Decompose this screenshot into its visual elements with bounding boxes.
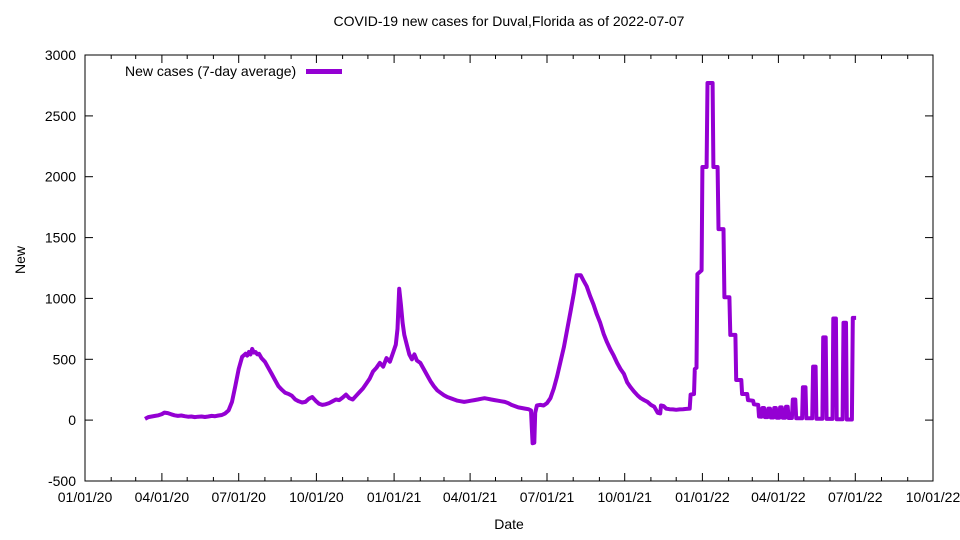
x-tick-label: 07/01/21	[520, 489, 575, 505]
y-tick-label: -500	[48, 473, 76, 489]
x-tick-label: 10/01/21	[597, 489, 652, 505]
y-tick-label: 500	[53, 351, 77, 367]
y-tick-label: 3000	[45, 47, 76, 63]
x-tick-label: 04/01/22	[751, 489, 806, 505]
x-tick-label: 07/01/22	[828, 489, 883, 505]
chart-title: COVID-19 new cases for Duval,Florida as …	[333, 13, 685, 29]
x-tick-label: 10/01/20	[289, 489, 344, 505]
legend: New cases (7-day average)	[125, 63, 343, 79]
x-tick-label: 01/01/21	[367, 489, 422, 505]
x-tick-label: 04/01/21	[443, 489, 498, 505]
y-tick-label: 2500	[45, 108, 76, 124]
series-line-new-cases	[144, 81, 857, 446]
y-tick-label: 0	[68, 412, 76, 428]
x-axis-ticks	[84, 55, 934, 481]
x-tick-label: 10/01/22	[906, 489, 960, 505]
x-tick-label: 01/01/22	[675, 489, 730, 505]
x-tick-label: 07/01/20	[211, 489, 266, 505]
y-axis-label: New	[12, 246, 28, 275]
x-tick-label: 01/01/20	[58, 489, 113, 505]
y-tick-label: 2000	[45, 169, 76, 185]
legend-label: New cases (7-day average)	[125, 63, 297, 79]
legend-line-swatch	[306, 68, 343, 74]
y-axis-ticks	[85, 54, 933, 482]
y-tick-label: 1000	[45, 290, 76, 306]
x-tick-label: 04/01/20	[135, 489, 190, 505]
y-tick-label: 1500	[45, 230, 76, 246]
plot-border	[84, 54, 934, 482]
x-axis-label: Date	[494, 516, 524, 532]
